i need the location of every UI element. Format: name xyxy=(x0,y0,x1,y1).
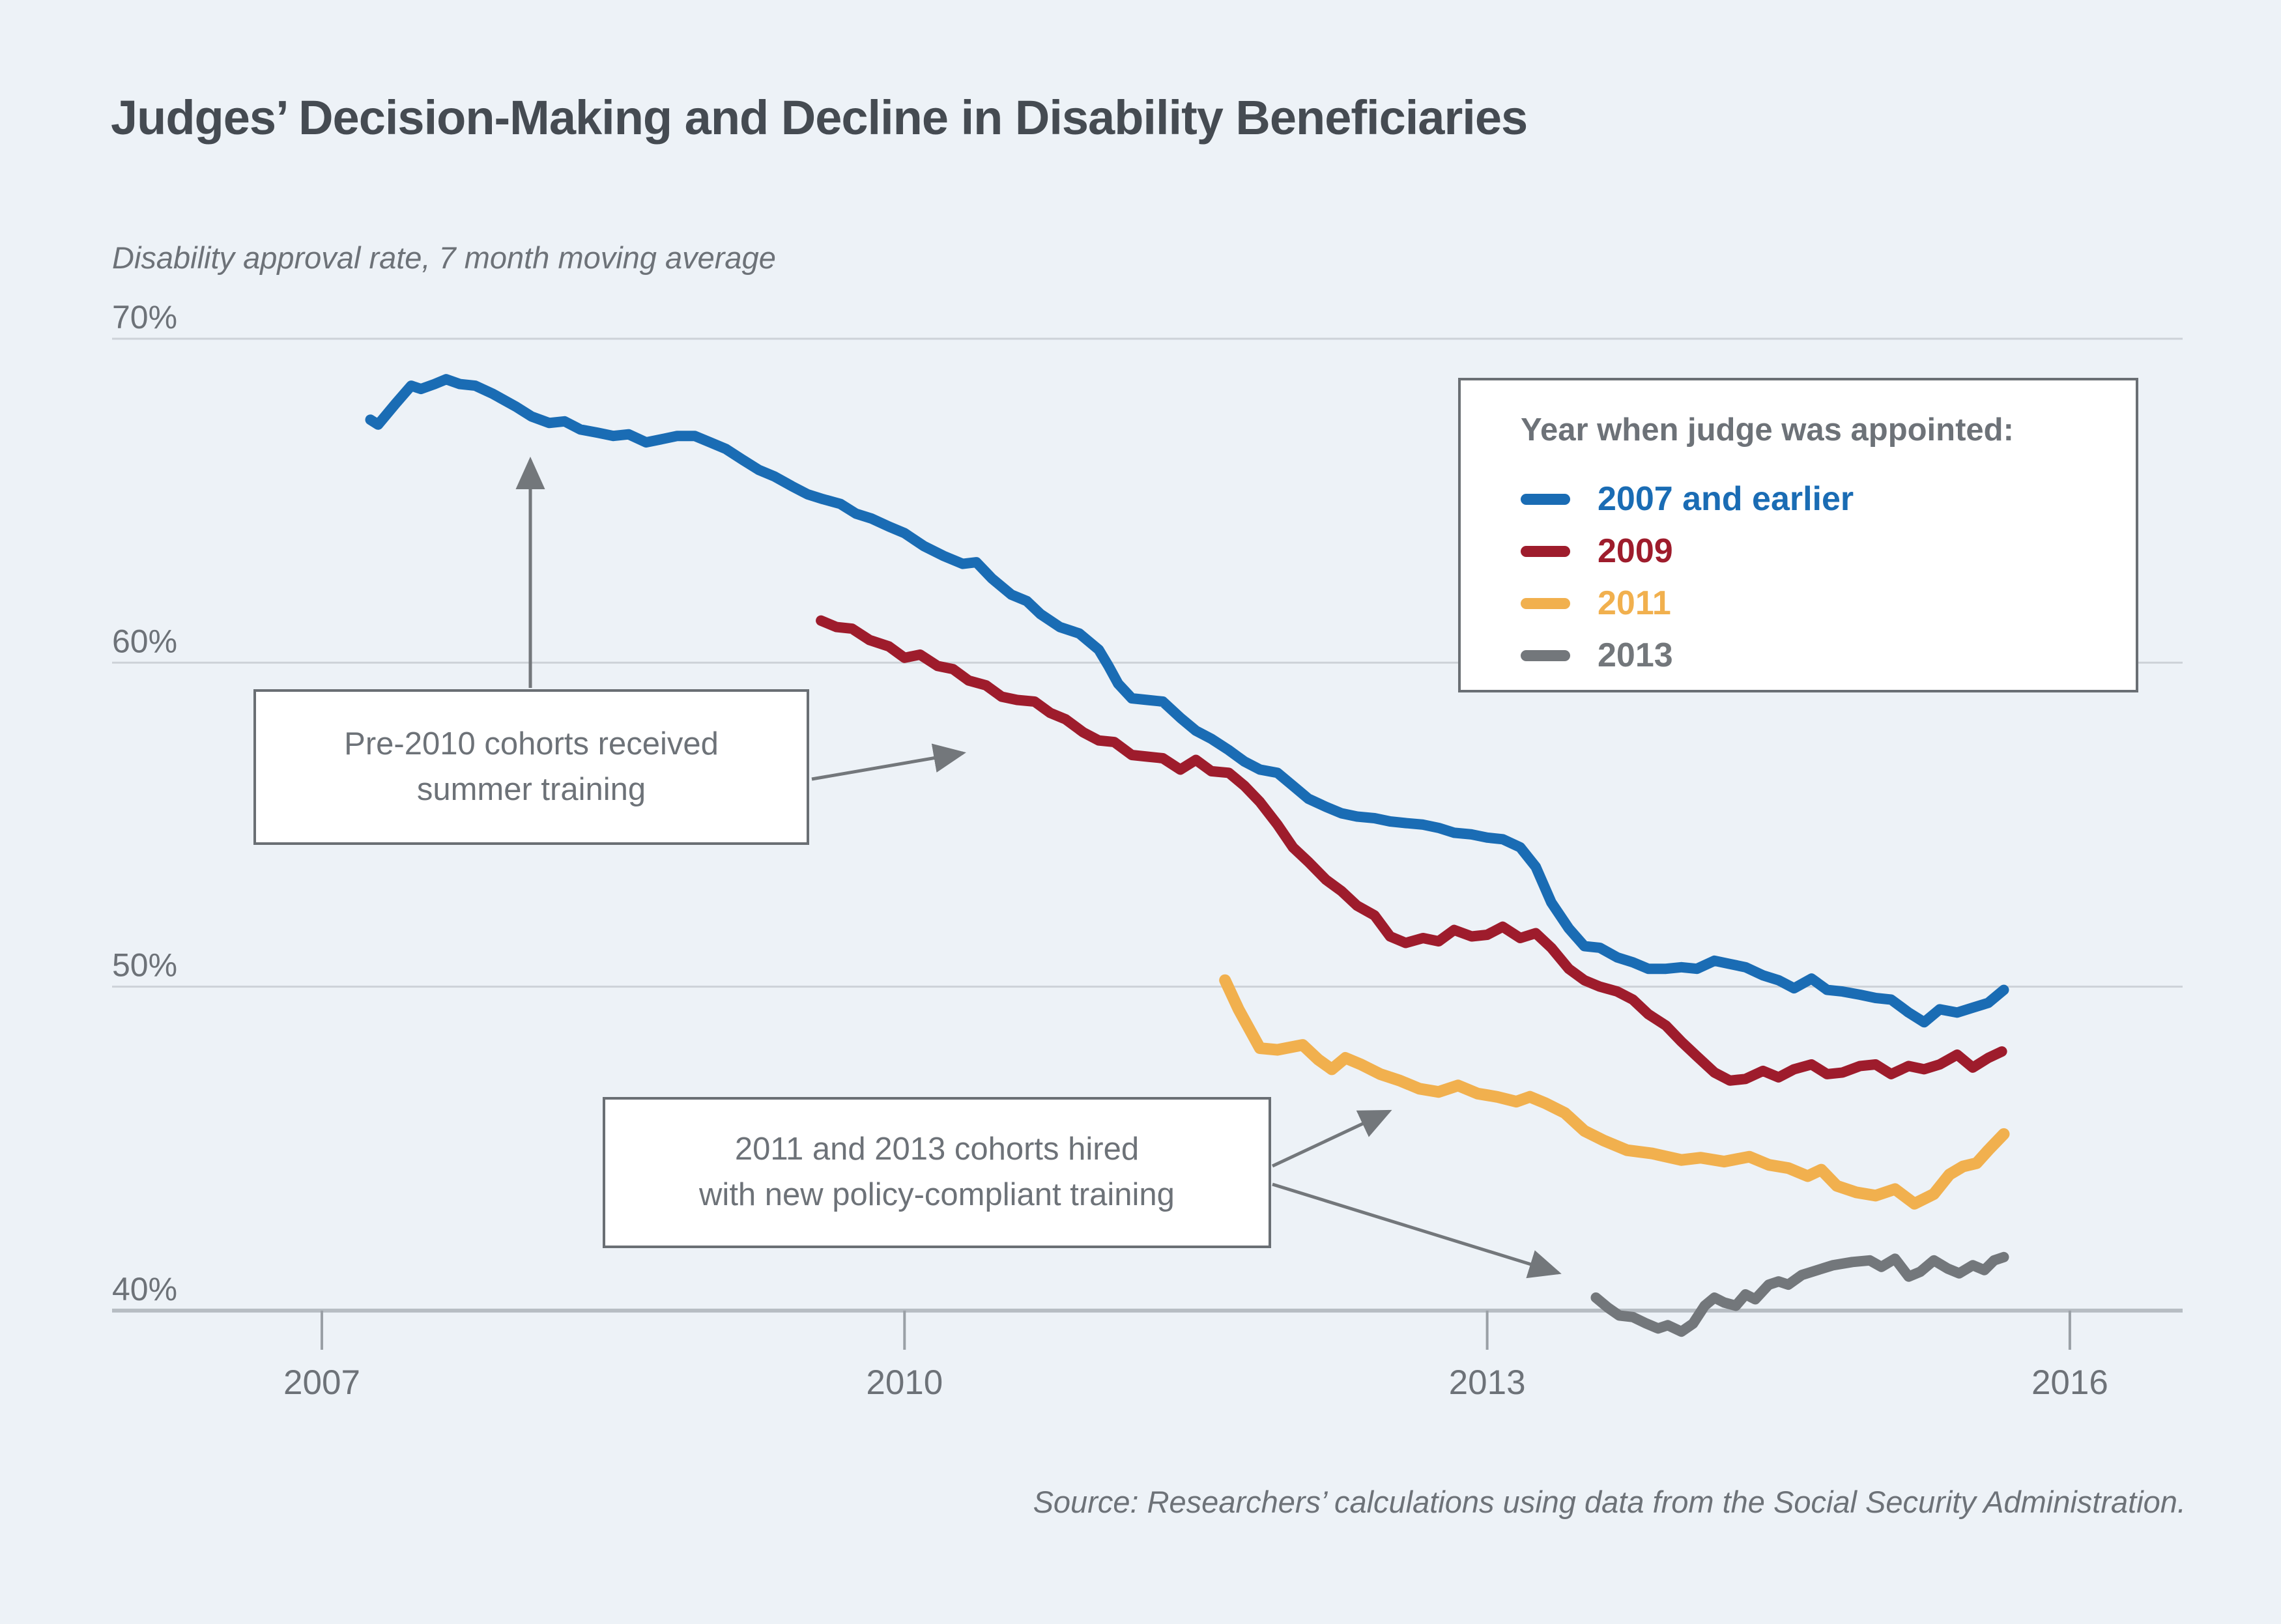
annotation-text-line: with new policy-compliant training xyxy=(699,1177,1175,1212)
y-tick-label-60: 60% xyxy=(112,623,177,659)
x-tick-label-2007: 2007 xyxy=(283,1363,360,1402)
legend-title: Year when judge was appointed: xyxy=(1521,412,2014,448)
series-line-appointed-2007-and-earlier xyxy=(365,374,2009,1028)
gridlines: 70% 60% 50% 40% 2007 2010 2013 2016 xyxy=(112,299,2183,1402)
legend-item-2009: 2009 xyxy=(1521,525,2136,577)
legend-label: 2009 xyxy=(1598,532,1673,570)
legend-label: 2007 and earlier xyxy=(1598,480,1854,518)
legend-item-2013: 2013 xyxy=(1521,629,2136,681)
x-tick-label-2016: 2016 xyxy=(2031,1363,2108,1402)
new-training-annotation: 2011 and 2013 cohorts hired with new pol… xyxy=(603,1097,1271,1248)
y-tick-label-50: 50% xyxy=(112,947,177,984)
legend: Year when judge was appointed: 2007 and … xyxy=(1458,378,2138,692)
orange-line-swatch-icon xyxy=(1521,597,1570,609)
series-line-appointed-2011 xyxy=(1219,974,2010,1210)
pointer-arrow-to-gray-line xyxy=(1272,1182,1562,1279)
legend-item-2011: 2011 xyxy=(1521,577,2136,629)
source-note: Source: Researchers’ calculations using … xyxy=(1033,1485,2186,1519)
red-line-swatch-icon xyxy=(1521,545,1570,557)
blue-line-swatch-icon xyxy=(1521,493,1570,505)
legend-label: 2011 xyxy=(1598,584,1671,622)
data-series xyxy=(365,374,2010,1337)
legend-label: 2013 xyxy=(1598,636,1673,674)
series-line-appointed-2009 xyxy=(816,615,2007,1086)
series-line-appointed-2013 xyxy=(1590,1251,2009,1337)
legend-item-2007-and-earlier: 2007 and earlier xyxy=(1521,473,2136,525)
y-tick-label-40: 40% xyxy=(112,1271,177,1307)
gray-line-swatch-icon xyxy=(1521,649,1570,661)
annotation-arrows xyxy=(515,457,1562,1279)
y-tick-label-70: 70% xyxy=(112,299,177,335)
pointer-arrow-to-orange-line xyxy=(1271,1109,1392,1168)
axis-unit-label: Disability approval rate, 7 month moving… xyxy=(112,240,776,275)
x-tick-label-2010: 2010 xyxy=(866,1363,943,1402)
summer-training-annotation: Pre-2010 cohorts received summer trainin… xyxy=(253,689,809,845)
page-title: Judges’ Decision-Making and Decline in D… xyxy=(111,91,1528,145)
pointer-arrow-to-red-line xyxy=(811,743,966,781)
annotation-text-line: 2011 and 2013 cohorts hired xyxy=(734,1132,1140,1167)
annotation-text-line: summer training xyxy=(416,771,646,807)
x-tick-label-2013: 2013 xyxy=(1449,1363,1526,1402)
annotation-text-line: Pre-2010 cohorts received xyxy=(344,726,719,762)
